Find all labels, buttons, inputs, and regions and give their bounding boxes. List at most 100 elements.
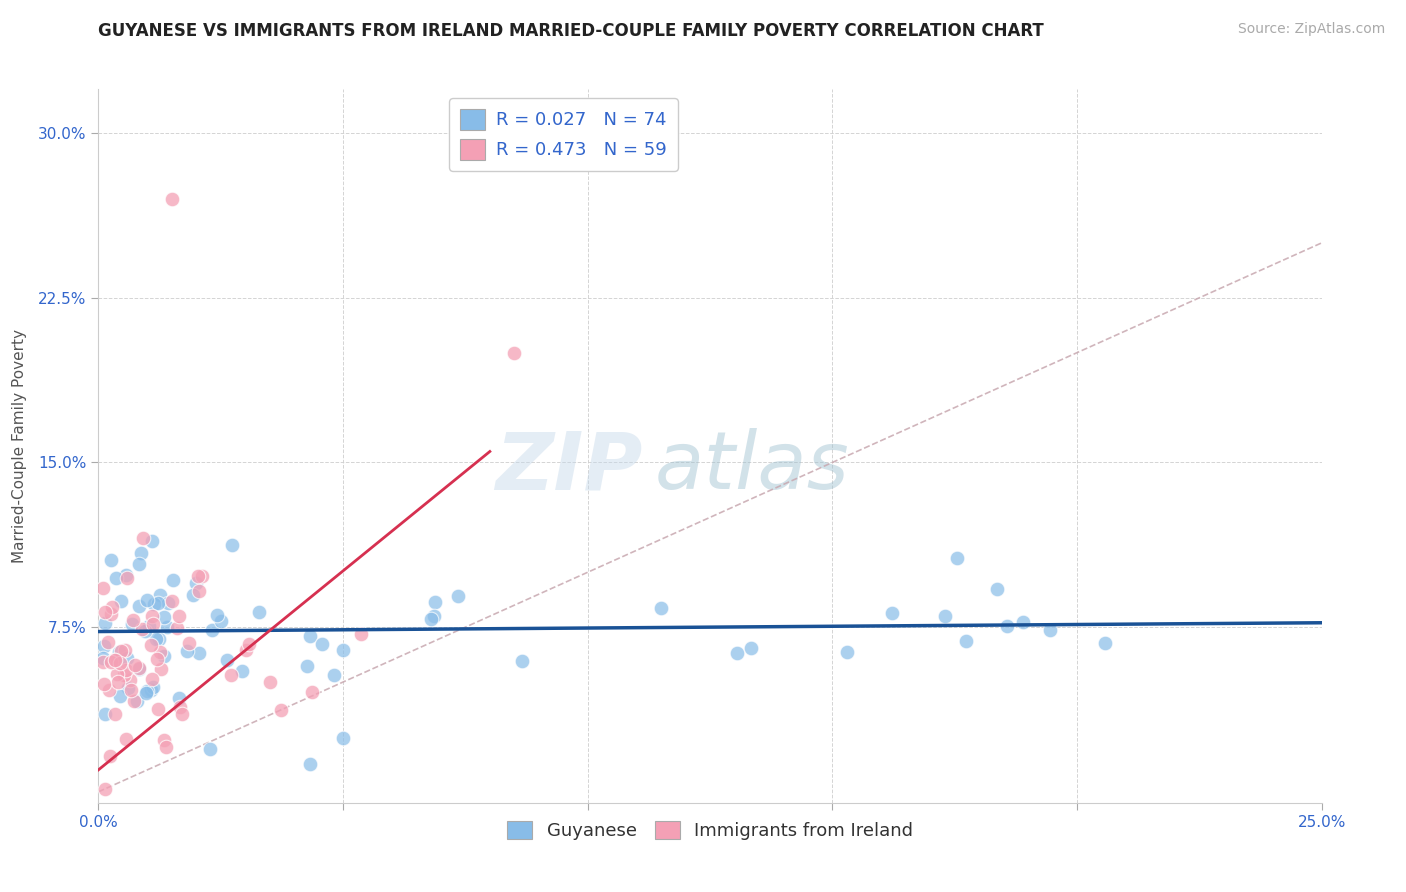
Point <box>176 643 198 657</box>
Point <box>101 599 124 614</box>
Point <box>155 739 177 754</box>
Point <box>114 643 136 657</box>
Point <box>121 617 143 632</box>
Point <box>132 531 155 545</box>
Point <box>93 639 115 653</box>
Point <box>146 702 169 716</box>
Point <box>231 664 253 678</box>
Point <box>131 623 153 637</box>
Point <box>141 638 163 652</box>
Point <box>1012 615 1035 629</box>
Point <box>160 594 183 608</box>
Point <box>94 616 117 631</box>
Point <box>323 668 346 682</box>
Point <box>104 653 127 667</box>
Point <box>181 588 204 602</box>
Point <box>134 624 156 638</box>
Point <box>114 663 136 677</box>
Point <box>128 599 150 614</box>
Point <box>187 646 209 660</box>
Point <box>149 645 172 659</box>
Point <box>100 607 122 621</box>
Point <box>1094 635 1116 649</box>
Point <box>117 681 139 696</box>
Point <box>238 636 260 650</box>
Point <box>115 651 138 665</box>
Point <box>142 617 165 632</box>
Point <box>217 653 239 667</box>
Point <box>91 656 114 670</box>
Point <box>510 654 533 668</box>
Point <box>219 668 242 682</box>
Point <box>100 655 122 669</box>
Point <box>141 672 163 686</box>
Point <box>301 684 323 698</box>
Point <box>97 634 120 648</box>
Point <box>837 644 859 658</box>
Point <box>295 659 318 673</box>
Point <box>955 634 977 648</box>
Point <box>128 558 150 572</box>
Point <box>995 619 1018 633</box>
Point <box>235 642 257 657</box>
Point <box>145 632 167 647</box>
Point <box>141 682 163 697</box>
Point <box>108 657 131 671</box>
Point <box>104 706 127 721</box>
Point <box>120 673 142 687</box>
Point <box>136 683 159 698</box>
Point <box>172 706 194 721</box>
Point <box>299 629 322 643</box>
Point <box>221 537 243 551</box>
Point <box>120 683 142 698</box>
Point <box>145 652 167 666</box>
Point <box>187 584 209 599</box>
Point <box>177 636 200 650</box>
Point <box>153 732 176 747</box>
Point <box>91 581 114 595</box>
Point <box>115 571 138 585</box>
Point <box>107 675 129 690</box>
Point <box>167 609 190 624</box>
Point <box>104 571 127 585</box>
Point <box>149 588 172 602</box>
Point <box>112 667 135 681</box>
Point <box>201 624 224 638</box>
Point <box>124 658 146 673</box>
Point <box>128 661 150 675</box>
Point <box>141 534 163 549</box>
Y-axis label: Married-Couple Family Poverty: Married-Couple Family Poverty <box>13 329 27 563</box>
Point <box>207 608 229 623</box>
Point <box>882 606 904 620</box>
Point <box>423 609 446 624</box>
Point <box>97 683 120 698</box>
Point <box>167 690 190 705</box>
Point <box>152 649 174 664</box>
Point <box>94 707 117 722</box>
Point <box>350 627 373 641</box>
Point <box>200 742 222 756</box>
Point <box>100 552 122 566</box>
Point <box>128 662 150 676</box>
Point <box>740 640 762 655</box>
Point <box>122 694 145 708</box>
Point <box>107 645 129 659</box>
Point <box>93 677 115 691</box>
Text: ZIP: ZIP <box>495 428 643 507</box>
Point <box>110 644 132 658</box>
Text: atlas: atlas <box>655 428 849 507</box>
Point <box>311 637 333 651</box>
Point <box>209 615 232 629</box>
Point <box>332 731 354 746</box>
Point <box>259 675 281 690</box>
Point <box>160 192 183 206</box>
Point <box>94 605 117 619</box>
Point <box>155 620 177 634</box>
Legend: Guyanese, Immigrants from Ireland: Guyanese, Immigrants from Ireland <box>499 814 921 847</box>
Point <box>946 551 969 566</box>
Point <box>94 782 117 797</box>
Point <box>135 593 157 607</box>
Point <box>135 685 157 699</box>
Point <box>91 651 114 665</box>
Point <box>447 589 470 603</box>
